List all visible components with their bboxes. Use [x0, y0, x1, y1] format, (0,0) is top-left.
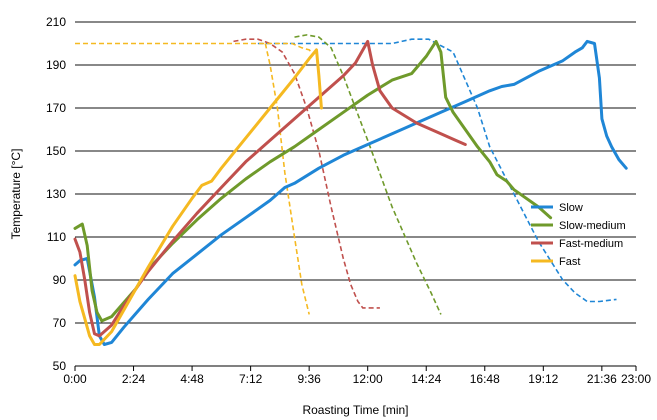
y-tick-label: 50: [53, 359, 67, 373]
series-slow-medium-line: [73, 39, 553, 323]
x-tick-label: 21:36: [587, 372, 617, 386]
legend: Slow Slow-medium Fast-medium Fast: [531, 202, 626, 268]
series-fast-dashed-line: [264, 43, 310, 315]
y-tick-label: 70: [53, 316, 67, 330]
legend-label-slow-medium: Slow-medium: [559, 220, 626, 232]
x-tick-label: 0:00: [63, 372, 87, 386]
x-tick-label: 19:12: [528, 372, 558, 386]
series-slow-medium-dashed-line: [294, 34, 442, 315]
gridlines: [75, 21, 636, 324]
x-tick-label: 16:48: [470, 372, 500, 386]
y-tick-label: 150: [46, 144, 66, 158]
y-tick-label: 130: [46, 187, 66, 201]
x-tick-label: 4:48: [180, 372, 204, 386]
legend-label-fast-medium: Fast-medium: [559, 238, 623, 250]
legend-label-fast: Fast: [559, 256, 580, 268]
x-axis-ticks: 0:00 2:24 4:48 7:12 9:36 12:00 14:24 16:48 19:12…: [63, 366, 651, 386]
series-slow-dashed-line: [257, 38, 617, 303]
series-lines: [73, 34, 628, 346]
y-tick-label: 190: [46, 58, 66, 72]
legend-label-slow: Slow: [559, 202, 583, 214]
y-tick-label: 210: [46, 15, 66, 29]
series-fast-medium-line: [73, 39, 467, 338]
series-slow-line: [73, 39, 628, 346]
x-axis-title: Roasting Time [min]: [302, 403, 408, 417]
series-fast-medium-dashed-line: [233, 38, 380, 309]
x-tick-label: 9:36: [297, 372, 321, 386]
series-fast-line: [73, 48, 323, 346]
x-tick-label: 7:12: [239, 372, 263, 386]
x-tick-label: 14:24: [411, 372, 441, 386]
x-tick-label: 2:24: [122, 372, 146, 386]
y-tick-label: 90: [53, 273, 67, 287]
x-tick-label: 12:00: [353, 372, 383, 386]
y-axis-ticks: 50 70 90 110 130 150 170 190 210: [46, 15, 66, 373]
y-tick-label: 170: [46, 101, 66, 115]
x-tick-label: 23:00: [621, 372, 651, 386]
series-fast-dashed-line: [75, 42, 315, 55]
y-tick-label: 110: [47, 230, 66, 244]
y-axis-title: Temperature [°C]: [9, 149, 23, 240]
